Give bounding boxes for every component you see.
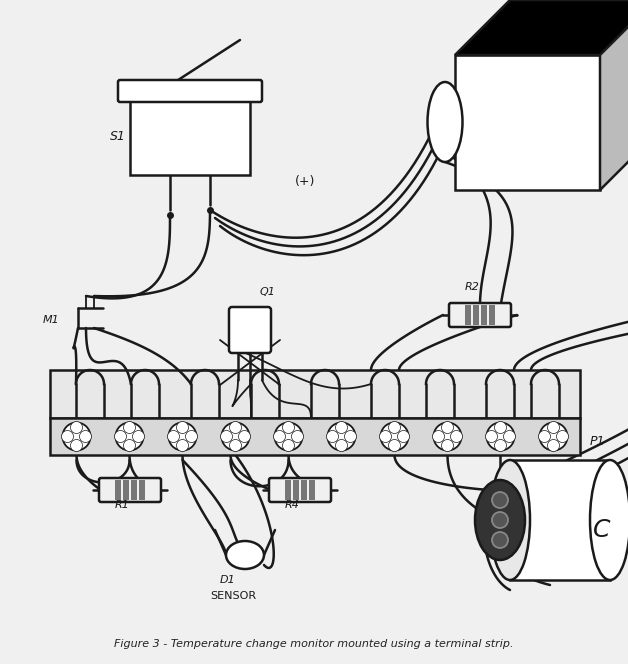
- Circle shape: [185, 430, 197, 442]
- Circle shape: [229, 440, 242, 452]
- Text: Q1: Q1: [260, 287, 276, 297]
- Circle shape: [176, 440, 188, 452]
- Ellipse shape: [590, 460, 628, 580]
- Bar: [301, 480, 307, 500]
- Circle shape: [283, 440, 295, 452]
- Circle shape: [379, 430, 391, 442]
- Circle shape: [124, 422, 136, 434]
- Circle shape: [345, 430, 357, 442]
- Circle shape: [168, 430, 180, 442]
- Circle shape: [114, 430, 126, 442]
- Bar: [50, 370, 580, 418]
- Circle shape: [62, 430, 73, 442]
- Circle shape: [487, 422, 514, 450]
- Text: Figure 3 - Temperature change monitor mounted using a terminal strip.: Figure 3 - Temperature change monitor mo…: [114, 639, 514, 649]
- Circle shape: [398, 430, 409, 442]
- Bar: [285, 480, 291, 500]
- Text: (+): (+): [295, 175, 315, 188]
- Circle shape: [124, 440, 136, 452]
- Text: R1: R1: [115, 500, 130, 510]
- FancyBboxPatch shape: [229, 307, 271, 353]
- Text: R4: R4: [285, 500, 300, 510]
- Text: P1: P1: [590, 435, 605, 448]
- Circle shape: [80, 430, 92, 442]
- Circle shape: [291, 430, 303, 442]
- Circle shape: [492, 532, 508, 548]
- Circle shape: [229, 422, 242, 434]
- Circle shape: [274, 422, 303, 450]
- Bar: [123, 480, 129, 500]
- Bar: [139, 480, 145, 500]
- Circle shape: [70, 422, 82, 434]
- Circle shape: [441, 440, 453, 452]
- Bar: [489, 305, 495, 325]
- Bar: [309, 480, 315, 500]
- Circle shape: [504, 430, 516, 442]
- Text: SENSOR: SENSOR: [210, 591, 256, 601]
- Circle shape: [389, 422, 401, 434]
- Circle shape: [548, 440, 560, 452]
- Circle shape: [381, 422, 408, 450]
- Circle shape: [335, 422, 347, 434]
- Text: C: C: [593, 518, 611, 542]
- Ellipse shape: [226, 541, 264, 569]
- Text: R2: R2: [465, 282, 480, 292]
- FancyBboxPatch shape: [449, 303, 511, 327]
- Circle shape: [556, 430, 568, 442]
- FancyBboxPatch shape: [118, 80, 262, 102]
- Circle shape: [70, 440, 82, 452]
- Circle shape: [116, 422, 144, 450]
- Circle shape: [168, 422, 197, 450]
- Circle shape: [548, 422, 560, 434]
- Text: D1: D1: [220, 575, 236, 585]
- Circle shape: [538, 430, 551, 442]
- Circle shape: [485, 430, 497, 442]
- Circle shape: [335, 440, 347, 452]
- Bar: [130, 95, 250, 175]
- Circle shape: [450, 430, 462, 442]
- Circle shape: [327, 430, 338, 442]
- Circle shape: [274, 430, 286, 442]
- Circle shape: [433, 422, 462, 450]
- Circle shape: [492, 492, 508, 508]
- Circle shape: [222, 422, 249, 450]
- Circle shape: [283, 422, 295, 434]
- Polygon shape: [455, 0, 628, 55]
- Polygon shape: [600, 0, 628, 190]
- Circle shape: [433, 430, 445, 442]
- Bar: [131, 480, 137, 500]
- Ellipse shape: [428, 82, 462, 162]
- Text: S1: S1: [110, 130, 126, 143]
- Circle shape: [494, 422, 507, 434]
- Circle shape: [441, 422, 453, 434]
- Text: M1: M1: [43, 315, 60, 325]
- Circle shape: [220, 430, 232, 442]
- Bar: [115, 480, 121, 500]
- Circle shape: [492, 512, 508, 528]
- Bar: [465, 305, 471, 325]
- Circle shape: [327, 422, 355, 450]
- Bar: [293, 480, 299, 500]
- Circle shape: [63, 422, 90, 450]
- Circle shape: [494, 440, 507, 452]
- Bar: [50, 418, 580, 455]
- Polygon shape: [455, 55, 600, 190]
- Ellipse shape: [475, 480, 525, 560]
- FancyBboxPatch shape: [99, 478, 161, 502]
- Bar: [473, 305, 479, 325]
- Circle shape: [539, 422, 568, 450]
- Bar: [510, 460, 610, 580]
- Bar: [481, 305, 487, 325]
- Circle shape: [389, 440, 401, 452]
- FancyBboxPatch shape: [269, 478, 331, 502]
- Circle shape: [239, 430, 251, 442]
- Ellipse shape: [490, 460, 530, 580]
- Circle shape: [133, 430, 144, 442]
- Circle shape: [176, 422, 188, 434]
